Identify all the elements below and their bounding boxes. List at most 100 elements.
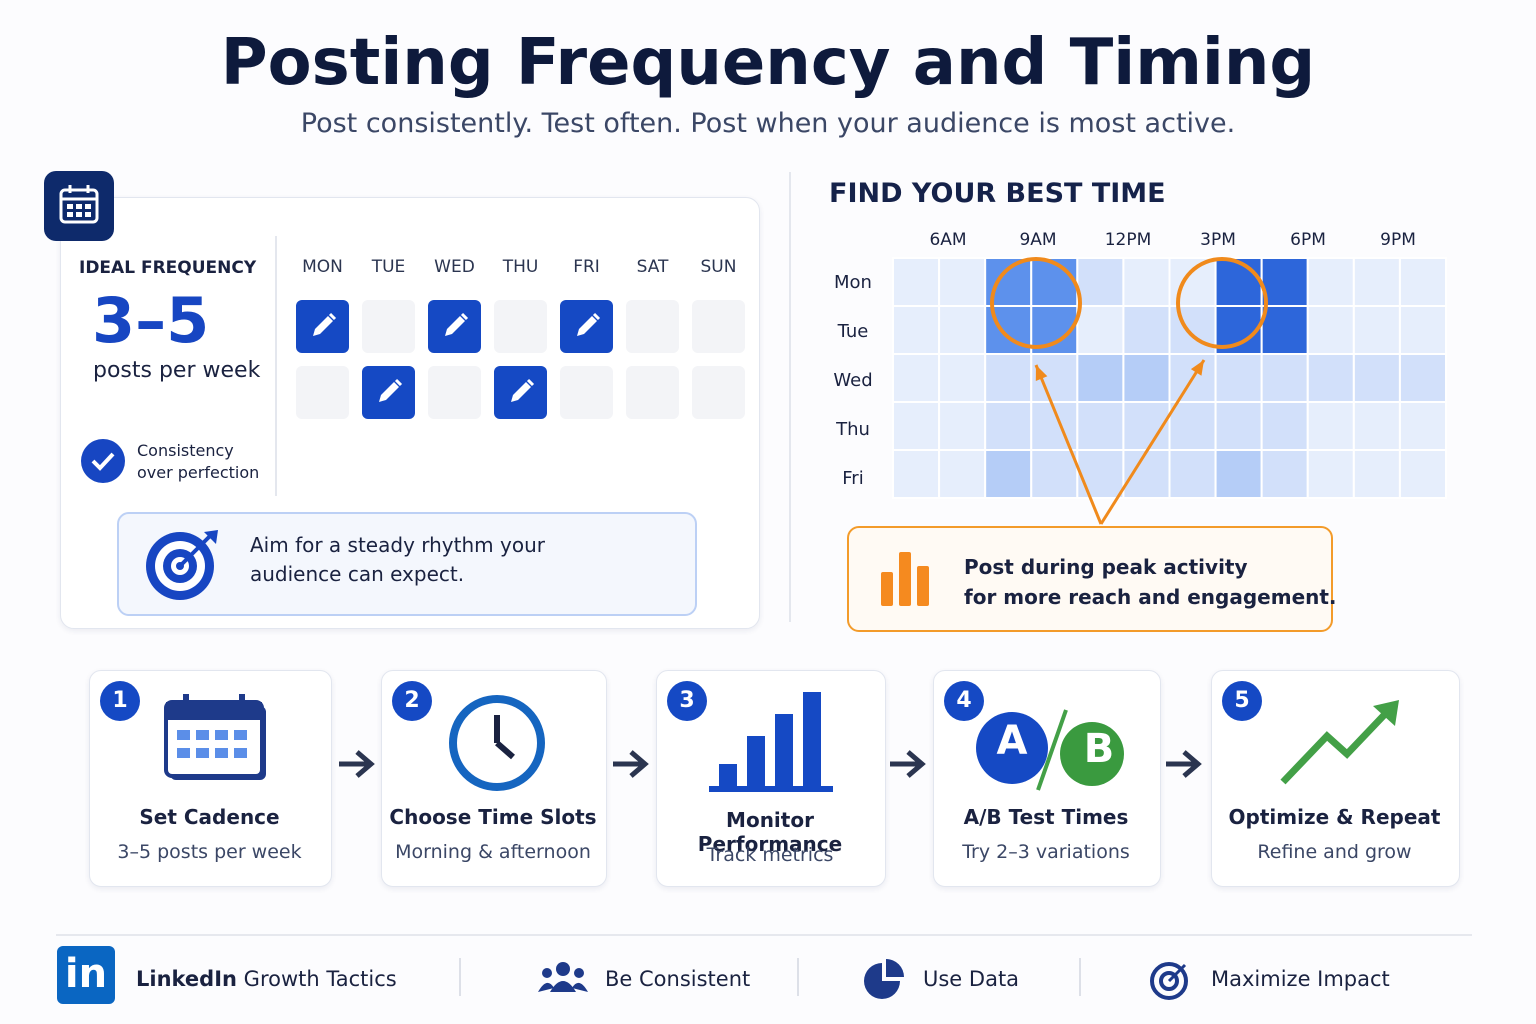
- heatmap: 6AM 9AM 12PM 3PM 6PM 9PM Mon Tue Wed Thu Fri: [833, 230, 1447, 525]
- heat-cell: [938, 401, 987, 451]
- step-badge: 3: [667, 681, 707, 721]
- freq-unit: posts per week: [93, 358, 261, 383]
- heat-cell: [1398, 257, 1447, 307]
- heat-cell: [1214, 401, 1263, 451]
- heat-cell: [1076, 449, 1125, 499]
- heat-cell: [984, 353, 1033, 403]
- heat-cell: [1306, 449, 1355, 499]
- divider: [789, 172, 791, 622]
- heatmap-title: FIND YOUR BEST TIME: [829, 178, 1166, 209]
- day-label: SUN: [700, 257, 737, 277]
- post-day: [560, 300, 613, 353]
- heat-cell: [1352, 401, 1401, 451]
- heat-cell: [1122, 257, 1171, 307]
- heat-cell: [938, 305, 987, 355]
- sep: [459, 958, 461, 996]
- step-title: Optimize & Repeat: [1228, 805, 1441, 829]
- freq-value: 3–5: [92, 284, 210, 357]
- day-label: THU: [502, 257, 539, 277]
- day-label: FRI: [573, 257, 600, 277]
- heat-cell: [938, 257, 987, 307]
- empty-day: [362, 300, 415, 353]
- heat-cell: [892, 305, 941, 355]
- freq-label: IDEAL FREQUENCY: [79, 258, 257, 278]
- heat-cell: [1076, 353, 1125, 403]
- step-badge: 4: [944, 681, 984, 721]
- day-label: Tue: [837, 321, 869, 342]
- heat-cell: [1214, 257, 1263, 307]
- heat-cell: [1122, 305, 1171, 355]
- step-badge: 1: [100, 681, 140, 721]
- step-title: Choose Time Slots: [389, 805, 597, 829]
- step-text: Morning & afternoon: [395, 841, 591, 863]
- step-icon: [162, 692, 272, 796]
- time-label: 9PM: [1380, 230, 1416, 250]
- footer-item: Maximize Impact: [1211, 967, 1390, 991]
- calendar-badge: [44, 171, 114, 241]
- heat-cell: [1306, 305, 1355, 355]
- empty-day: [296, 366, 349, 419]
- target-icon: [146, 530, 218, 600]
- heat-cell: [1352, 449, 1401, 499]
- empty-day: [494, 300, 547, 353]
- brand-rest: Growth Tactics: [243, 967, 397, 991]
- step-text: Refine and grow: [1257, 841, 1412, 863]
- day-label: WED: [434, 257, 475, 277]
- heat-cell: [1306, 401, 1355, 451]
- time-label: 12PM: [1105, 230, 1152, 250]
- heat-cell: [1398, 305, 1447, 355]
- heat-cell: [1352, 305, 1401, 355]
- heat-cell: [1260, 449, 1309, 499]
- arrow: [1034, 364, 1103, 525]
- arrow-head: [1190, 360, 1204, 376]
- day-label: Mon: [834, 272, 872, 293]
- step-arrow: [611, 746, 649, 790]
- step-text: Try 2–3 variations: [962, 841, 1130, 863]
- step-text: Track metrics: [706, 844, 834, 866]
- empty-day: [560, 366, 613, 419]
- step-text: 3–5 posts per week: [117, 841, 302, 863]
- footer-item: Be Consistent: [605, 967, 751, 991]
- empty-day: [692, 300, 745, 353]
- empty-day: [626, 300, 679, 353]
- heat-cell: [1260, 401, 1309, 451]
- post-day: [362, 366, 415, 419]
- step-icon: [1277, 696, 1407, 800]
- heat-cell: [1306, 257, 1355, 307]
- step-arrow: [337, 746, 375, 790]
- heat-cell: [1030, 449, 1079, 499]
- check-icon: [81, 439, 125, 483]
- heat-cell: [1168, 401, 1217, 451]
- peak-ring: [1176, 257, 1268, 349]
- heat-cell: [892, 353, 941, 403]
- day-label: SAT: [636, 257, 669, 277]
- footer-item: Use Data: [923, 967, 1020, 991]
- heat-cell: [892, 449, 941, 499]
- post-day: [428, 300, 481, 353]
- ab-letter: A: [996, 718, 1028, 764]
- people-icon: [538, 962, 588, 992]
- heat-cell: [984, 449, 1033, 499]
- empty-day: [428, 366, 481, 419]
- sep: [797, 958, 799, 996]
- day-label: MON: [302, 257, 343, 277]
- heat-cell: [892, 401, 941, 451]
- heat-cell: [1076, 401, 1125, 451]
- arrow: [1099, 359, 1206, 525]
- check-text: Consistency over perfection: [137, 441, 260, 482]
- heat-cell: [938, 449, 987, 499]
- sep: [1079, 958, 1081, 996]
- heat-cell: [1076, 257, 1125, 307]
- ab-letter: B: [1083, 726, 1115, 772]
- post-day: [296, 300, 349, 353]
- linkedin-logo: in: [57, 946, 115, 1004]
- heat-cell: [938, 353, 987, 403]
- calendar-icon: [59, 185, 99, 224]
- heat-cell: [1306, 353, 1355, 403]
- heat-cell: [1214, 353, 1263, 403]
- day-label: Thu: [835, 419, 870, 440]
- brand: LinkedIn Growth Tactics: [136, 967, 397, 991]
- heat-cell: [1076, 305, 1125, 355]
- callout-text: Post during peak activity for more reach…: [964, 555, 1337, 609]
